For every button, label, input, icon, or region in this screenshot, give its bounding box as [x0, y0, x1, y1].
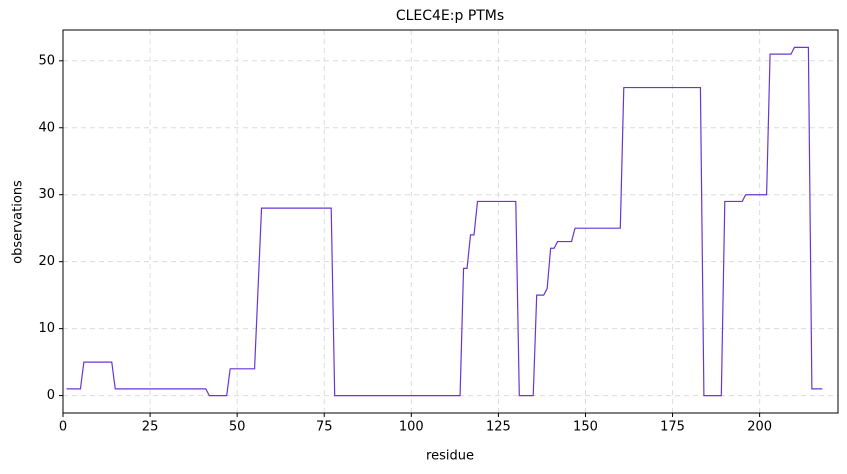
y-tick-label: 30 — [38, 187, 55, 202]
plot-frame — [62, 29, 839, 414]
y-tick-label: 20 — [38, 254, 55, 269]
x-tick-label: 125 — [486, 420, 511, 435]
x-tick-label: 25 — [142, 420, 159, 435]
data-line — [66, 46, 823, 397]
y-tick-label: 0 — [47, 388, 55, 403]
x-tick-label: 150 — [573, 420, 598, 435]
chart-title: CLEC4E:p PTMs — [396, 8, 504, 24]
x-tick-label: 200 — [747, 420, 772, 435]
y-tick-label: 10 — [38, 321, 55, 336]
y-tick-label: 50 — [38, 53, 55, 68]
x-axis-label: residue — [426, 449, 474, 464]
y-axis-label: observations — [11, 180, 26, 264]
x-tick-label: 175 — [660, 420, 685, 435]
x-tick-label: 0 — [59, 420, 67, 435]
x-tick-label: 100 — [399, 420, 424, 435]
x-tick-label: 50 — [229, 420, 246, 435]
y-tick-label: 40 — [38, 120, 55, 135]
x-tick-label: 75 — [316, 420, 333, 435]
